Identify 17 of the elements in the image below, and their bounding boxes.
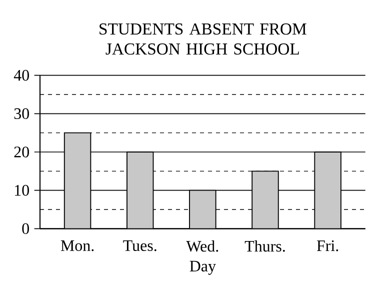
bar (64, 132, 91, 229)
x-axis-title: Day (190, 260, 216, 275)
x-tick-label: Thurs. (244, 240, 285, 252)
y-tick-label: 40 (14, 70, 29, 81)
x-tick-label: Tues. (123, 240, 156, 252)
bar (314, 152, 342, 229)
bar (126, 152, 154, 229)
bar (252, 171, 278, 229)
x-tick-label: Fri. (316, 240, 338, 252)
y-tick-label: 30 (14, 108, 29, 120)
x-tick-label: Wed. (186, 240, 218, 252)
y-tick-label: 10 (15, 184, 29, 196)
chart-title: STUDENTS ABSENT FROM JACKSON HIGH SCHOOL (100, 23, 306, 55)
y-tick-label: 0 (22, 223, 29, 234)
bar (190, 190, 216, 229)
x-tick-label: Mon. (60, 240, 94, 252)
y-tick-label: 20 (14, 146, 29, 158)
